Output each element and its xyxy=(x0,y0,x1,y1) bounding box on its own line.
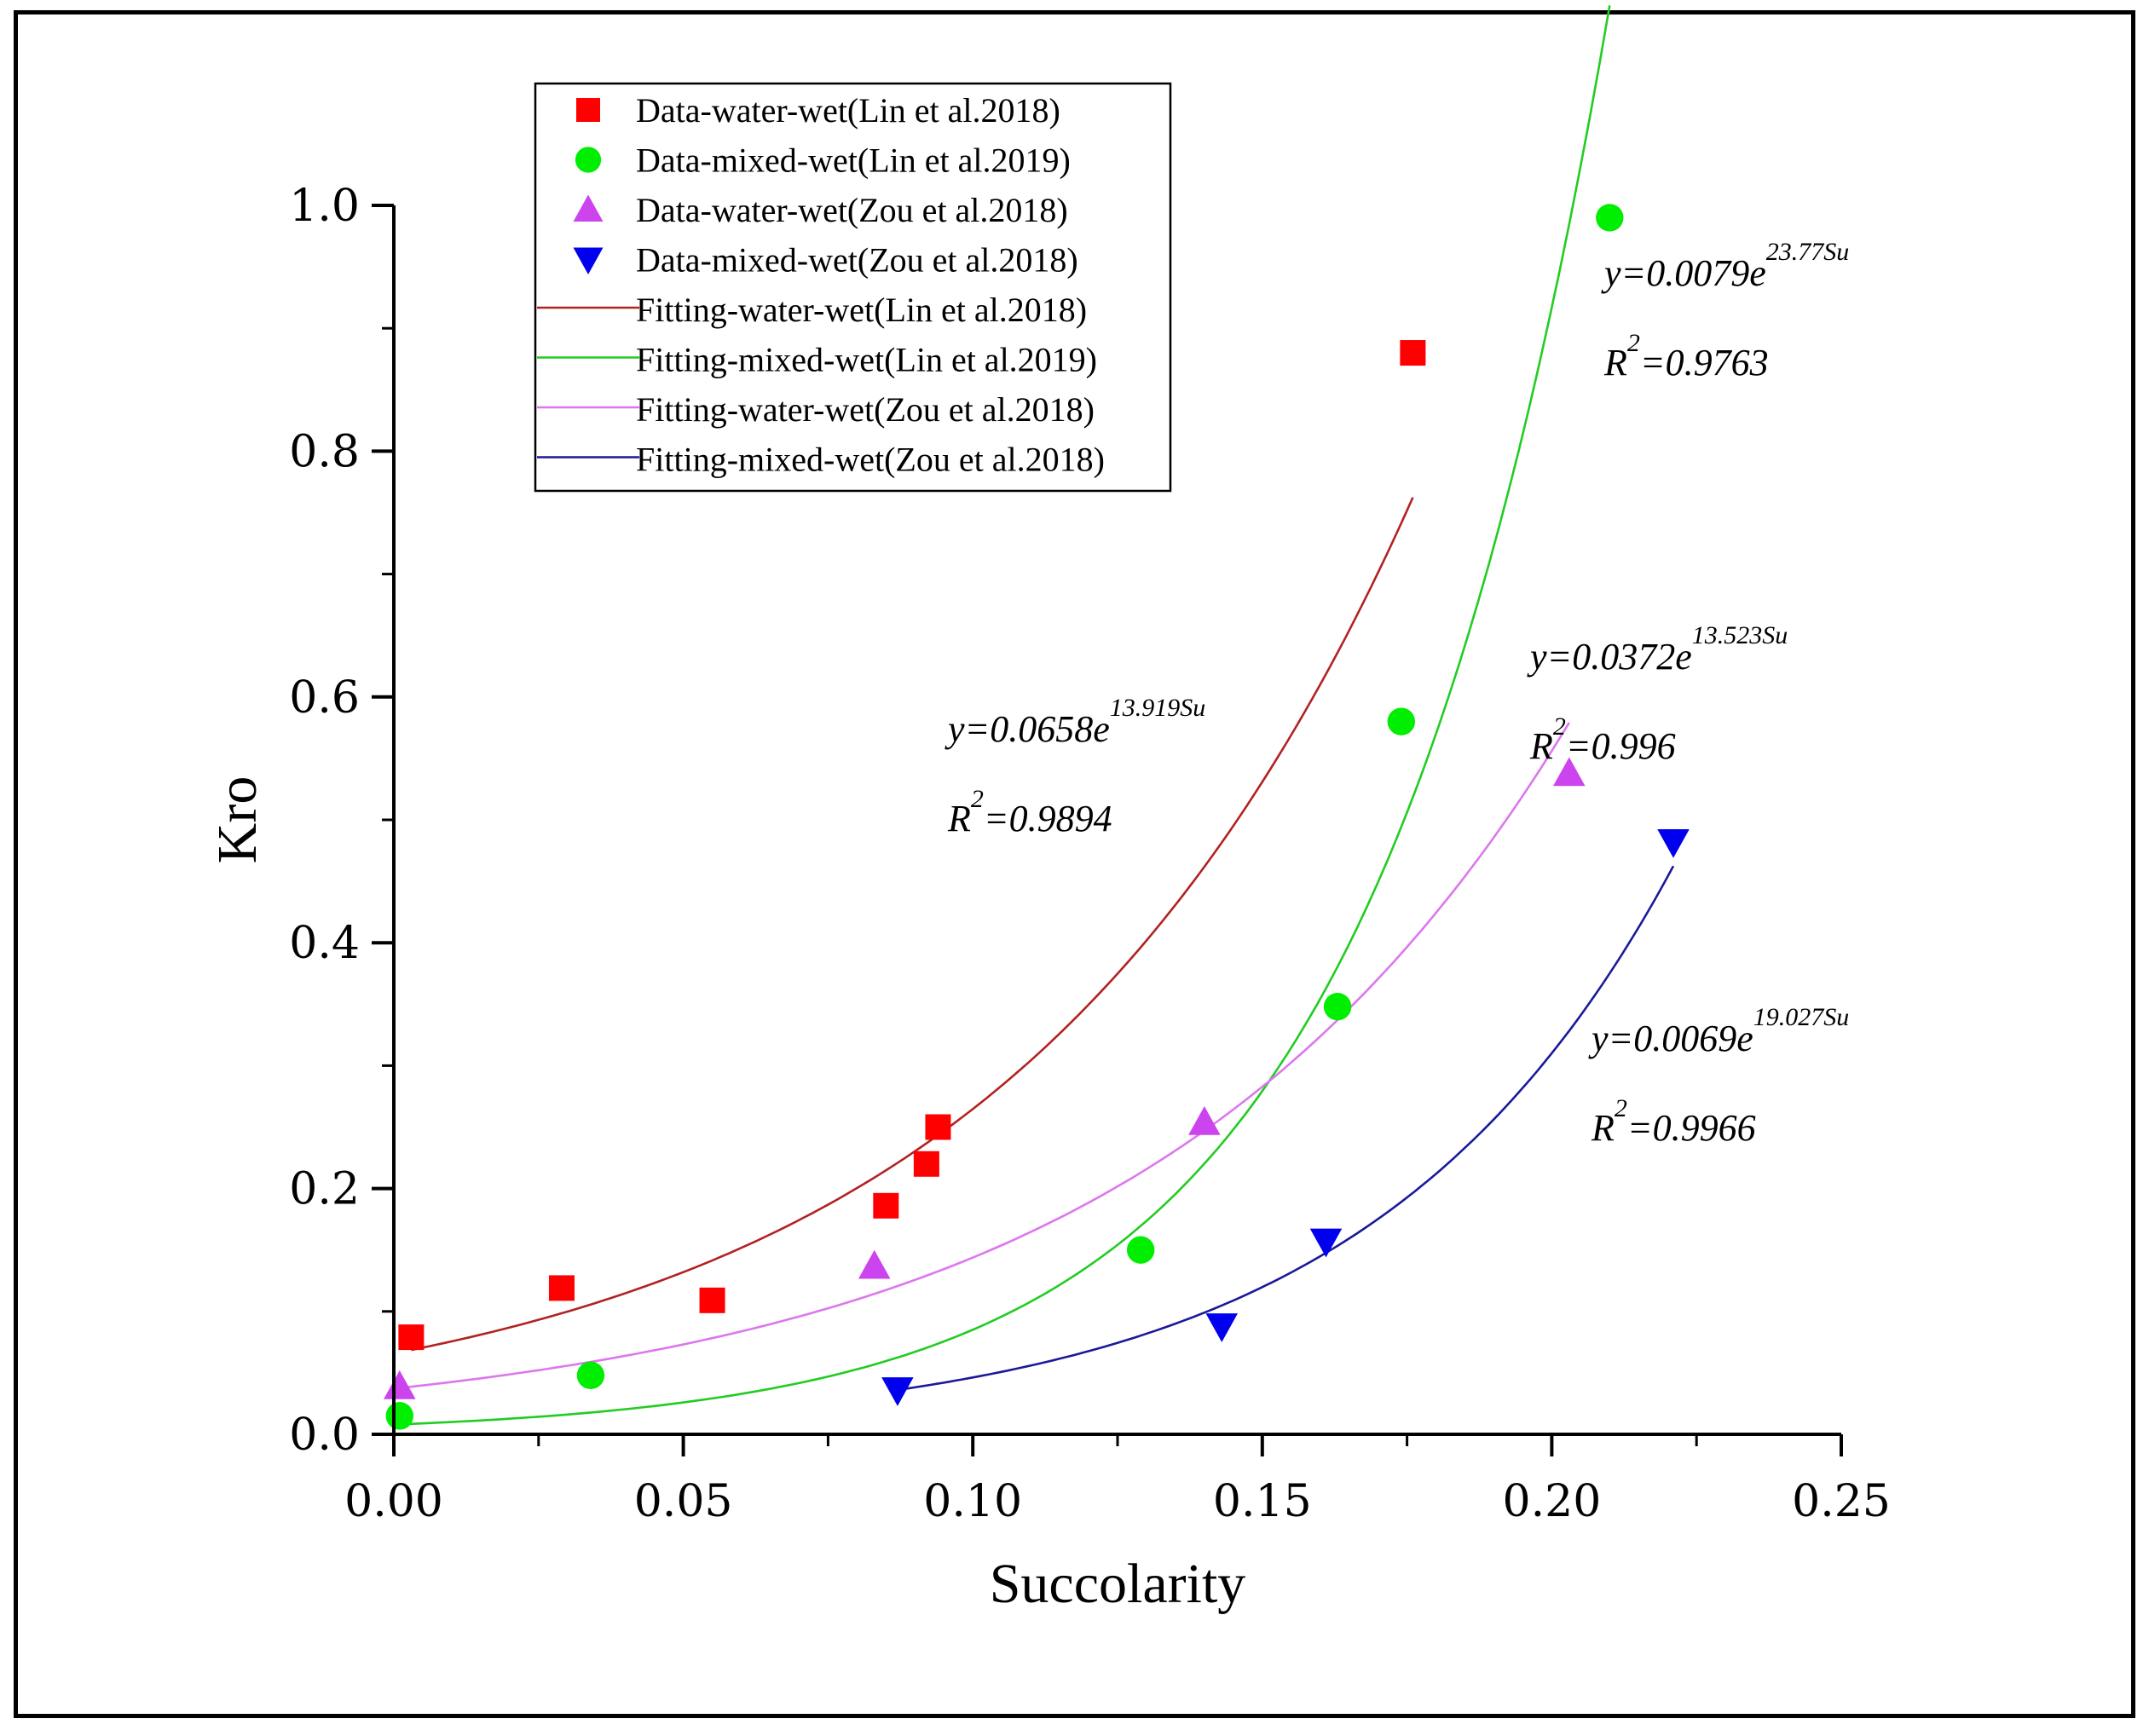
legend-marker-3 xyxy=(573,194,604,222)
legend-label-1: Data-water-wet(Lin et al.2018) xyxy=(636,91,1060,130)
y-tick-label: 0.4 xyxy=(289,918,360,969)
figure-frame xyxy=(14,10,2135,1718)
legend-label-3: Data-water-wet(Zou et al.2018) xyxy=(636,191,1068,229)
fit-curves xyxy=(399,5,1675,1426)
fit-r-squared-3: R2=0.996 xyxy=(1529,712,1676,767)
legend-label-6: Fitting-mixed-wet(Lin et al.2019) xyxy=(636,341,1097,379)
data-point-series-1 xyxy=(699,1287,725,1313)
data-point-series-2 xyxy=(576,1361,605,1389)
y-tick-label: 1.0 xyxy=(289,181,360,232)
data-point-series-2 xyxy=(1596,204,1624,232)
data-point-series-3 xyxy=(1553,757,1586,787)
data-point-series-4 xyxy=(881,1377,914,1406)
data-point-series-4 xyxy=(1309,1228,1343,1258)
legend-marker-1 xyxy=(576,98,600,122)
legend-label-7: Fitting-water-wet(Zou et al.2018) xyxy=(636,390,1095,429)
data-point-series-3 xyxy=(1188,1105,1221,1135)
legend-box xyxy=(534,82,1172,493)
fit-curve-3 xyxy=(399,722,1570,1389)
fit-r-squared-4: R2=0.9966 xyxy=(1591,1094,1756,1149)
fit-curve-2 xyxy=(399,5,1611,1426)
y-tick-label: 0.8 xyxy=(289,426,360,477)
fit-equation-3: y=0.0372e13.523Su xyxy=(1527,621,1788,678)
fit-equation-2: y=0.0079e23.77Su xyxy=(1601,238,1849,294)
legend-label-4: Data-mixed-wet(Zou et al.2018) xyxy=(636,241,1078,280)
data-point-series-2 xyxy=(385,1402,413,1430)
data-point-series-1 xyxy=(925,1114,951,1140)
fit-curve-4 xyxy=(897,865,1675,1392)
legend-label-8: Fitting-mixed-wet(Zou et al.2018) xyxy=(636,441,1105,479)
data-point-series-1 xyxy=(1400,340,1426,366)
data-points xyxy=(384,204,1690,1430)
data-point-series-1 xyxy=(873,1192,899,1219)
data-point-series-3 xyxy=(858,1249,891,1279)
ticks: 0.00 0.05 0.10 0.15 0.20 0.25 0.0 0.2 0.4 0.6 0.8 1… xyxy=(289,181,1891,1527)
legend-marker-4 xyxy=(573,247,604,274)
x-axis-title: Succolarity xyxy=(990,1553,1246,1615)
x-tick-label: 0.25 xyxy=(1792,1476,1891,1527)
legend-marker-2 xyxy=(575,147,602,173)
x-tick-label: 0.05 xyxy=(634,1476,733,1527)
x-tick-label: 0.15 xyxy=(1213,1476,1312,1527)
x-tick-label: 0.00 xyxy=(344,1476,443,1527)
data-point-series-2 xyxy=(1126,1236,1155,1264)
data-point-series-1 xyxy=(913,1151,939,1177)
fit-equation-4: y=0.0069e19.027Su xyxy=(1588,1003,1849,1059)
x-tick-label: 0.10 xyxy=(923,1476,1022,1527)
fit-curve-1 xyxy=(411,497,1414,1352)
data-point-series-4 xyxy=(1205,1313,1239,1342)
data-point-series-1 xyxy=(548,1275,575,1301)
y-tick-label: 0.6 xyxy=(289,672,360,724)
fit-r-squared-1: R2=0.9894 xyxy=(947,785,1112,839)
y-tick-label: 0.2 xyxy=(289,1164,360,1215)
data-point-series-2 xyxy=(1323,992,1352,1021)
y-axis-title: Kro xyxy=(206,776,269,864)
data-point-series-2 xyxy=(1387,707,1416,735)
fit-equation-1: y=0.0658e13.919Su xyxy=(945,694,1205,750)
legend-label-5: Fitting-water-wet(Lin et al.2018) xyxy=(636,291,1087,329)
fit-r-squared-2: R2=0.9763 xyxy=(1603,329,1769,384)
legend: Data-water-wet(Lin et al.2018) Data-mixed… xyxy=(534,82,1172,493)
data-point-series-4 xyxy=(1657,828,1690,858)
data-point-series-3 xyxy=(384,1370,416,1399)
x-tick-label: 0.20 xyxy=(1503,1476,1602,1527)
fit-annotations: y=0.0658e13.919Su R2=0.9894 y=0.0079e23.77… xyxy=(945,238,1849,1149)
y-tick-label: 0.0 xyxy=(289,1410,360,1461)
legend-label-2: Data-mixed-wet(Lin et al.2019) xyxy=(636,141,1071,180)
data-point-series-1 xyxy=(398,1324,425,1351)
